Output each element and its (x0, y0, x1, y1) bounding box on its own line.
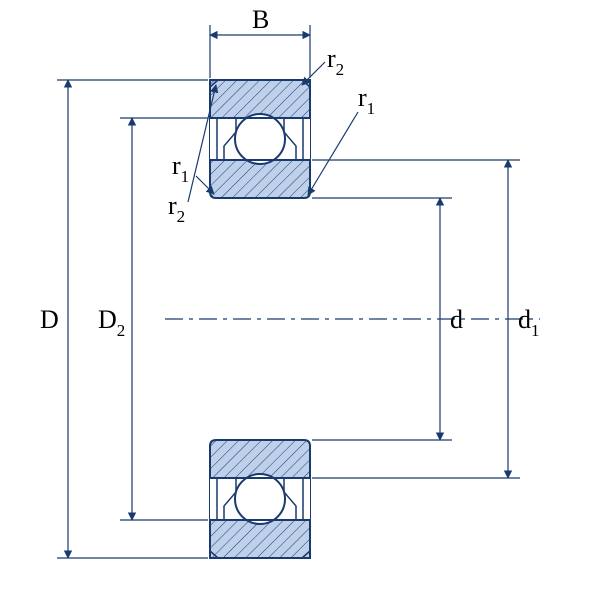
bottom-bearing-section (210, 440, 310, 558)
svg-text:D2: D2 (98, 305, 125, 340)
dimension-B: B (210, 5, 310, 78)
svg-text:D: D (40, 305, 59, 334)
top-bearing-section (210, 80, 310, 198)
label-r1-left: r1 (172, 151, 214, 194)
label-r2-top: r2 (302, 44, 344, 85)
bearing-diagram: B r2 r1 r1 r2 D D2 d (0, 0, 600, 600)
svg-text:d: d (450, 305, 463, 334)
svg-text:r1: r1 (358, 83, 375, 118)
label-r1-top: r1 (308, 83, 375, 195)
label-B: B (252, 5, 269, 34)
svg-text:d1: d1 (518, 305, 540, 340)
dimension-d: d (312, 198, 463, 440)
svg-text:r2: r2 (168, 191, 185, 226)
svg-text:r2: r2 (327, 44, 344, 79)
svg-text:r1: r1 (172, 151, 189, 186)
